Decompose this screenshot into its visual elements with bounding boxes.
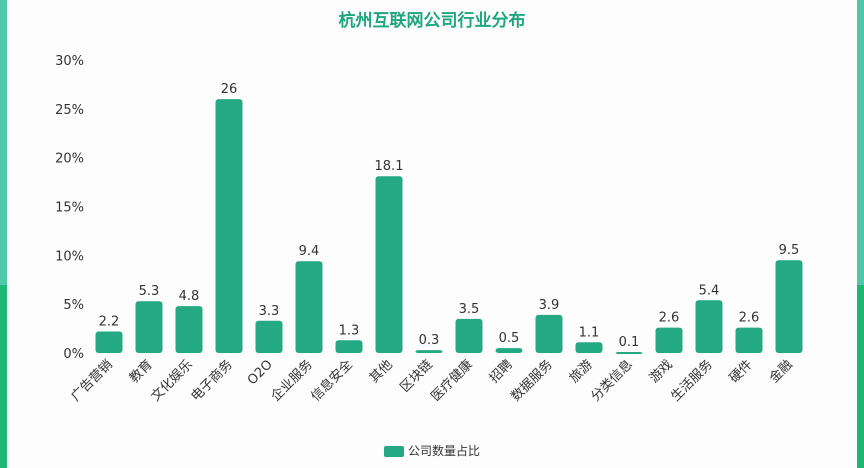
bar[interactable] bbox=[415, 350, 443, 353]
legend-swatch bbox=[383, 446, 404, 457]
y-tick-label: 25% bbox=[55, 103, 84, 118]
data-label: 2.6 bbox=[739, 311, 760, 326]
right-stripe bbox=[857, 0, 864, 468]
x-tick-label: 医疗健康 bbox=[428, 357, 476, 405]
bar[interactable] bbox=[375, 176, 403, 353]
bar[interactable] bbox=[535, 314, 563, 353]
legend-label: 公司数量占比 bbox=[407, 444, 480, 458]
x-tick-label: 电子商务 bbox=[188, 357, 236, 405]
data-label: 3.5 bbox=[459, 302, 480, 317]
data-label: 0.3 bbox=[419, 333, 440, 348]
y-tick-label: 15% bbox=[55, 201, 84, 216]
data-label: 18.1 bbox=[375, 159, 404, 174]
data-label: 0.5 bbox=[499, 331, 520, 346]
data-label: 26 bbox=[221, 82, 238, 97]
x-tick-label: 游戏 bbox=[647, 357, 676, 386]
x-tick-label: 金融 bbox=[766, 357, 796, 387]
bar[interactable] bbox=[295, 261, 323, 353]
bar[interactable] bbox=[655, 327, 683, 353]
bar[interactable] bbox=[575, 342, 603, 353]
x-tick-label: 数据服务 bbox=[508, 357, 556, 405]
y-tick-label: 20% bbox=[55, 152, 84, 167]
data-label: 3.3 bbox=[259, 304, 280, 319]
x-tick-label: O2O bbox=[245, 357, 276, 388]
bar[interactable] bbox=[135, 301, 163, 353]
data-label: 9.4 bbox=[299, 244, 320, 259]
y-tick-label: 5% bbox=[63, 298, 84, 313]
bar[interactable] bbox=[735, 327, 763, 353]
data-label: 4.8 bbox=[179, 289, 200, 304]
bar[interactable] bbox=[775, 260, 803, 353]
x-tick-label: 区块链 bbox=[398, 357, 436, 395]
x-tick-label: 分类信息 bbox=[588, 357, 636, 405]
data-label: 3.9 bbox=[539, 298, 560, 313]
data-label: 2.2 bbox=[99, 315, 120, 330]
x-tick-label: 硬件 bbox=[727, 357, 756, 386]
data-label: 5.4 bbox=[699, 283, 720, 298]
x-tick-label: 其他 bbox=[367, 357, 396, 386]
x-tick-label: 企业服务 bbox=[268, 357, 316, 405]
data-label: 1.1 bbox=[579, 325, 600, 340]
y-tick-label: 0% bbox=[63, 347, 84, 362]
data-label: 9.5 bbox=[779, 243, 800, 258]
x-tick-label: 旅游 bbox=[567, 357, 596, 386]
x-tick-label: 文化娱乐 bbox=[148, 357, 195, 404]
bar[interactable] bbox=[615, 352, 643, 355]
bar[interactable] bbox=[455, 318, 483, 353]
x-tick-label: 信息安全 bbox=[308, 357, 356, 405]
bar[interactable] bbox=[175, 306, 203, 353]
data-label: 5.3 bbox=[139, 284, 160, 299]
bar[interactable] bbox=[695, 300, 723, 353]
bar[interactable] bbox=[495, 348, 523, 353]
y-tick-label: 30% bbox=[55, 54, 84, 69]
x-tick-label: 教育 bbox=[126, 357, 156, 387]
y-tick-label: 10% bbox=[55, 249, 84, 264]
data-label: 2.6 bbox=[659, 311, 680, 326]
left-stripe bbox=[0, 0, 7, 468]
x-tick-label: 生活服务 bbox=[668, 357, 716, 405]
data-label: 1.3 bbox=[339, 323, 360, 338]
bar[interactable] bbox=[335, 340, 363, 353]
legend[interactable]: 公司数量占比 bbox=[0, 442, 864, 459]
x-tick-label: 广告营销 bbox=[68, 357, 115, 404]
bar[interactable] bbox=[95, 331, 123, 353]
data-label: 0.1 bbox=[619, 335, 640, 350]
bar[interactable] bbox=[215, 99, 243, 353]
chart-title: 杭州互联网公司行业分布 bbox=[338, 11, 526, 31]
x-tick-label: 招聘 bbox=[487, 357, 516, 386]
bar[interactable] bbox=[255, 320, 283, 353]
